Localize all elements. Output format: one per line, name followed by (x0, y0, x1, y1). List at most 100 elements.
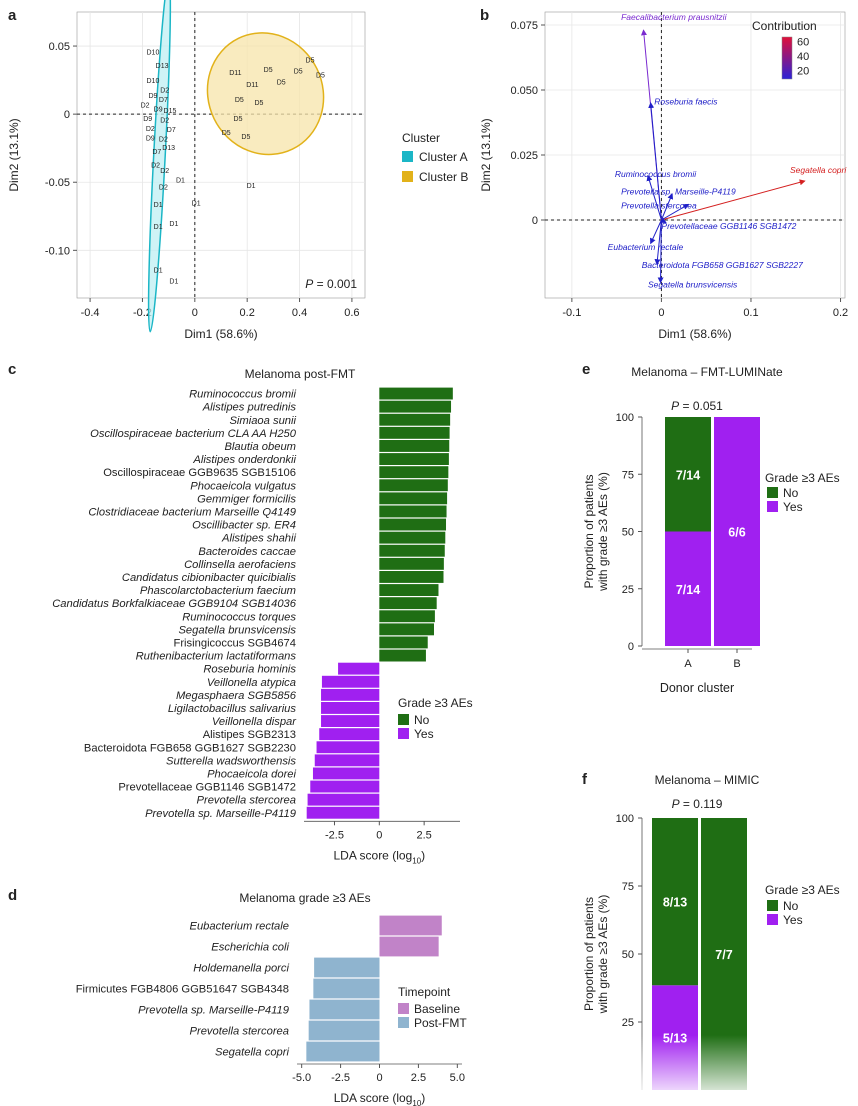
panel-d-category-label: Escherichia coli (211, 942, 289, 954)
panel-a-label: a (8, 7, 17, 24)
panel-c-category-label: Oscillibacter sp. ER4 (192, 520, 296, 532)
panel-b-arrow (660, 217, 667, 224)
panel-c-category-label: Candidatus cibionibacter quicibialis (122, 572, 297, 584)
panel-c-category-label: Alistipes onderdonkii (192, 454, 296, 466)
panel-a-point-label: D2 (159, 184, 168, 191)
panel-a-point-label: D2 (160, 88, 169, 95)
panel-c-category-label: Veillonella atypica (207, 677, 296, 689)
panel-d-title: Melanoma grade ≥3 AEs (239, 891, 370, 905)
panel-e-xlabel: Donor cluster (660, 681, 734, 695)
panel-c-bar (321, 675, 380, 688)
panel-a-xlabel: Dim1 (58.6%) (184, 327, 257, 341)
panel-a-point-label: D13 (156, 63, 169, 70)
panel-d-bar (379, 936, 439, 957)
panel-c-xlabel-end: ) (421, 848, 425, 862)
panel-a-point-label: D2 (151, 163, 160, 170)
panel-d-category-label: Firmicutes FGB4806 GGB51647 SGB4348 (76, 984, 289, 996)
panel-c-bar (379, 413, 451, 426)
panel-f-label: f (582, 771, 588, 788)
panel-a-legend-swatch (402, 151, 413, 162)
panel-f-bar-label: 8/13 (663, 896, 687, 910)
panel-a-point-label: D5 (277, 79, 286, 86)
panel-c-label: c (8, 361, 16, 378)
panel-b-arrow (648, 102, 662, 221)
panel-f-ylabel-line2: with grade ≥3 AEs (%) (596, 895, 610, 1015)
panel-a-point-label: D2 (146, 126, 155, 133)
panel-d-xtick-label: -5.0 (292, 1072, 311, 1084)
panel-d-bar (379, 915, 442, 936)
panel-e-ylabel-line2: with grade ≥3 AEs (%) (596, 472, 610, 592)
panel-a-point-label: D5 (306, 58, 315, 65)
panel-a-point-label: D1 (192, 201, 201, 208)
panel-a-point-label: D1 (154, 267, 163, 274)
panel-f-legend-swatch (767, 900, 778, 911)
panel-e-ytick-label: 100 (616, 412, 634, 424)
panel-a-point-label: D2 (160, 168, 169, 175)
panel-f-ytick-label: 75 (622, 881, 634, 893)
panel-c-category-label: Prevotellaceae GGB1146 SGB1472 (118, 782, 296, 794)
panel-c-category-label: Ruminococcus bromii (189, 389, 296, 401)
panel-a-ylabel: Dim2 (13.1%) (7, 118, 21, 191)
panel-d-bar (314, 957, 380, 978)
panel-a-point-label: D11 (229, 70, 241, 77)
panel-c-bar (379, 649, 426, 662)
panel-c-xlabel-sub: 10 (412, 856, 421, 865)
panel-b-arrow-label: Ruminococcus bromii (615, 169, 697, 179)
panel-b-arrow-label: Segatella brunsvicensis (648, 280, 738, 290)
panel-c-bar (379, 400, 452, 413)
panel-b-xtick-label: 0.2 (833, 307, 848, 319)
panel-f-ylabel-line1: Proportion of patients (582, 897, 596, 1011)
panel-e-ytick-label: 75 (622, 469, 634, 481)
panel-b-arrow-label: Prevotellaceae GGB1146 SGB1472 (661, 221, 796, 231)
panel-a-point-label: D7 (167, 127, 176, 134)
panel-b-arrow-label: Prevotella sp. Marseille-P4119 (621, 187, 736, 197)
panel-c-category-label: Bacteroides caccae (198, 546, 296, 558)
panel-d-category-label: Eubacterium rectale (190, 921, 290, 933)
panel-d-category-label: Segatella copri (215, 1047, 290, 1059)
panel-c-bar (379, 440, 450, 452)
panel-d-xtick-label: 2.5 (411, 1072, 426, 1084)
panel-c-bar (379, 466, 449, 479)
panel-c-category-label: Alistipes SGB2313 (203, 729, 296, 741)
panel-c-category-label: Segatella brunsvicensis (178, 624, 296, 636)
panel-b-ytick-label: 0.075 (510, 20, 538, 32)
panel-f-bar-label: 7/7 (715, 948, 732, 962)
panel-a-p-value: P = 0.001 (305, 277, 357, 291)
panel-c-category-label: Phocaeicola vulgatus (190, 480, 296, 492)
panel-b-xtick-label: 0 (658, 307, 664, 319)
panel-c-bar (379, 623, 434, 636)
panel-a-point-label: D5 (222, 130, 231, 137)
panel-c-category-label: Gemmiger formicilis (197, 493, 296, 505)
panel-b-xtick-label: -0.1 (562, 307, 581, 319)
panel-a-point-label: D2 (160, 118, 169, 125)
panel-f-p-symbol: P (672, 797, 680, 811)
panel-c-category-label: Clostridiaceae bacterium Marseille Q4149 (88, 506, 296, 518)
panel-f-title: Melanoma – MIMIC (655, 773, 760, 787)
panel-e-legend-swatch (767, 501, 778, 512)
panel-f-ytick-label: 100 (616, 813, 634, 825)
panel-d-legend-label: Post-FMT (414, 1016, 467, 1030)
panel-c-bar (319, 728, 380, 741)
panel-e-legend-swatch (767, 487, 778, 498)
panel-a-ytick-label: -0.10 (45, 245, 70, 257)
panel-b-colorbar-tick: 60 (797, 37, 809, 49)
panel-e-ylabel: Proportion of patientswith grade ≥3 AEs … (582, 472, 610, 592)
panel-f-p-value: P = 0.119 (672, 797, 723, 811)
panel-c-xtick-label: -2.5 (325, 829, 344, 841)
panel-c-xlabel-main: LDA score (log (334, 848, 413, 862)
panel-a-point-label: D2 (159, 137, 168, 144)
panel-b-arrow-label: Segatella copri (790, 165, 847, 175)
panel-c-bar (379, 544, 445, 557)
panel-e-bar-yes (714, 417, 760, 646)
panel-e-bar-yes (665, 531, 711, 646)
panel-a-legend-label: Cluster A (419, 150, 468, 164)
panel-d-xtick-label: -2.5 (331, 1072, 350, 1084)
panel-e-ytick-label: 0 (628, 641, 634, 653)
panel-c-bar (312, 767, 380, 780)
panel-c-category-label: Prevotella sp. Marseille-P4119 (145, 808, 296, 820)
panel-f-legend-label: Yes (783, 913, 803, 927)
panel-a-xtick-label: 0.6 (344, 307, 359, 319)
panel-c-bar (379, 505, 447, 518)
panel-c-bar (379, 518, 447, 531)
